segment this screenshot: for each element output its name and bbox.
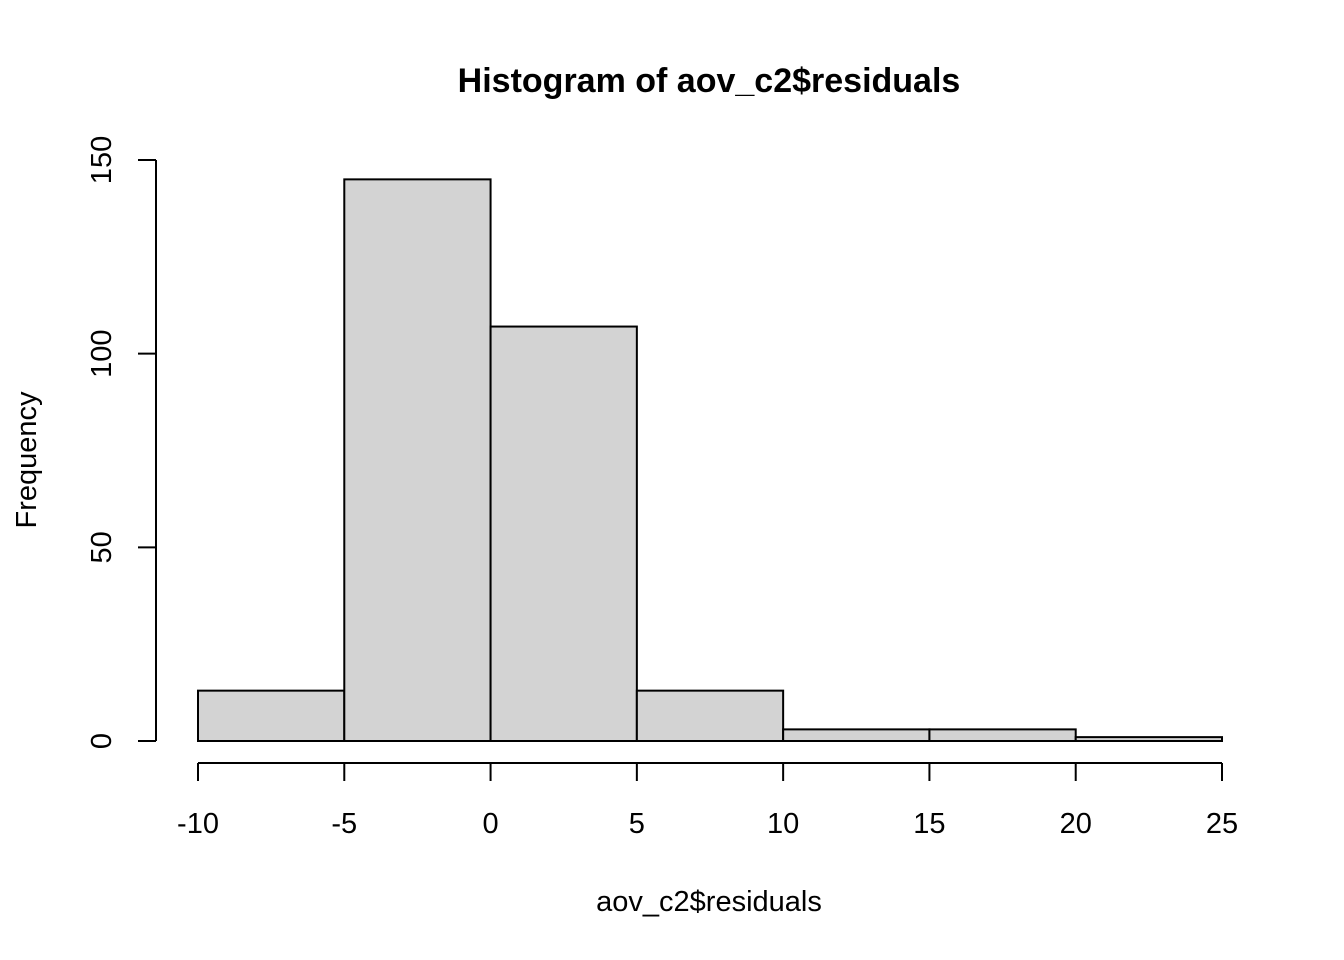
x-axis-label: aov_c2$residuals: [596, 886, 822, 918]
chart-title: Histogram of aov_c2$residuals: [458, 62, 961, 100]
y-tick-label-2: 100: [86, 329, 118, 377]
x-tick-label-4: 10: [767, 808, 799, 840]
y-tick-label-1: 50: [86, 531, 118, 563]
histogram-bar-5: [928, 728, 1077, 743]
y-tick-label-0: 0: [86, 733, 118, 749]
x-tick-label-1: -5: [331, 808, 357, 840]
histogram-bar-2: [489, 325, 638, 742]
x-tick-label-2: 0: [483, 808, 499, 840]
histogram-bar-1: [343, 178, 492, 743]
x-tick-label-5: 15: [913, 808, 945, 840]
y-axis-label: Frequency: [11, 391, 43, 529]
histogram-bar-4: [782, 728, 931, 743]
x-tick-label-0: -10: [177, 808, 219, 840]
y-axis: 0 50 100 150: [86, 136, 157, 749]
histogram-bar-0: [197, 689, 346, 742]
histogram-bar-3: [635, 689, 785, 742]
histogram-bar-6: [1074, 736, 1223, 742]
bars-group: [197, 178, 1223, 743]
x-tick-label-3: 5: [629, 808, 645, 840]
x-axis: -10 -5 0 5 10 15 20 25: [177, 762, 1238, 840]
y-tick-label-3: 150: [86, 136, 118, 184]
x-tick-label-7: 25: [1206, 808, 1238, 840]
x-tick-label-6: 20: [1060, 808, 1092, 840]
